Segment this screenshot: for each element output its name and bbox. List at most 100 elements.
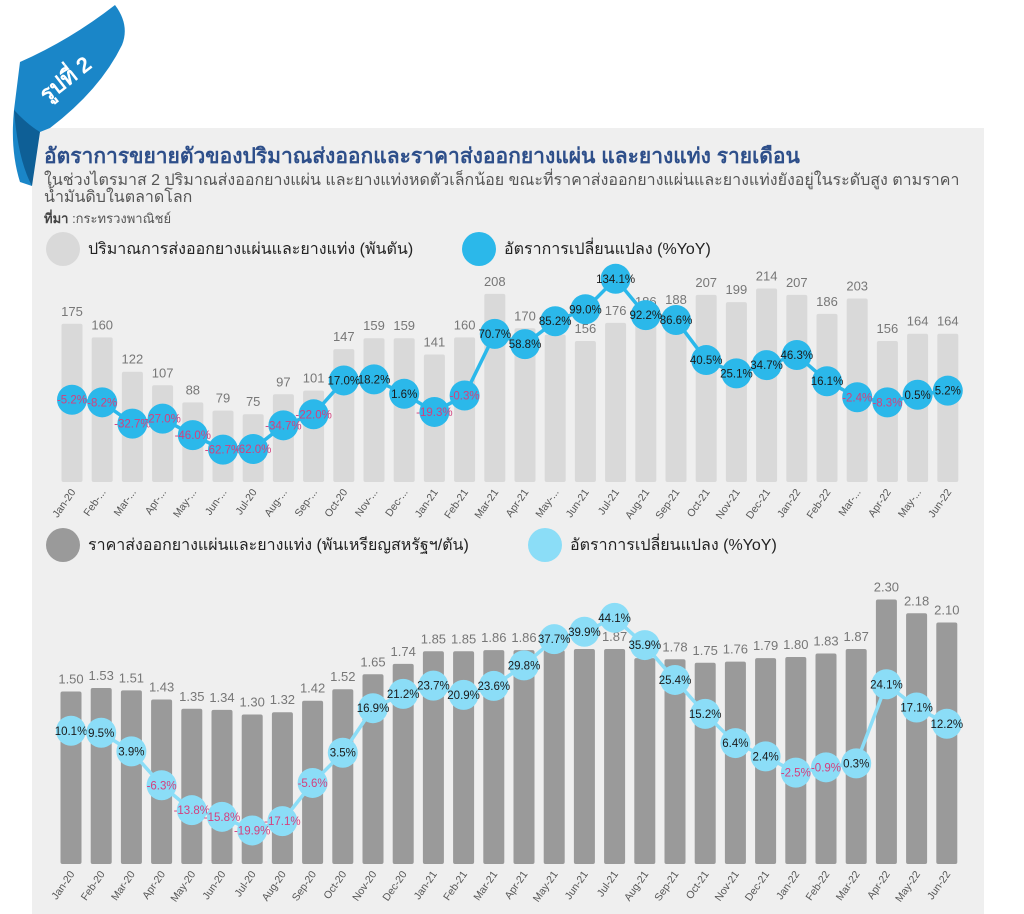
x-tick-label: Oct-20 — [321, 869, 349, 902]
growth-marker-Jun-21 — [569, 616, 600, 647]
growth-label: -6.3% — [147, 780, 177, 792]
bar-value-label: 1.85 — [421, 631, 446, 646]
x-tick-label: Jan-20 — [49, 869, 77, 902]
growth-marker-Dec-20 — [388, 678, 419, 709]
growth-label: 16.1% — [811, 376, 844, 388]
bar-Sep-21 — [665, 312, 687, 482]
growth-marker-Apr-20 — [147, 403, 178, 434]
growth-marker-Jun-22 — [932, 375, 963, 406]
growth-marker-Apr-22 — [872, 387, 903, 418]
legend-lightblue-circle-icon — [528, 528, 562, 562]
x-tick-label: Mar-20 — [109, 869, 138, 903]
legend-price: ราคาส่งออกยางแผ่นและยางแท่ง (พันเหรียญสห… — [46, 528, 469, 562]
bar-value-label: 1.83 — [813, 634, 838, 649]
growth-label: 34.7% — [750, 360, 783, 372]
x-tick-label: Aug-20 — [260, 869, 289, 904]
growth-label: 39.9% — [568, 627, 601, 639]
growth-label: 16.9% — [357, 703, 390, 715]
growth-label: -0.9% — [811, 762, 841, 774]
legend-price-label: ราคาส่งออกยางแผ่นและยางแท่ง (พันเหรียญสห… — [88, 536, 469, 554]
growth-marker-Nov-21 — [721, 358, 752, 389]
bar-value-label: 122 — [122, 352, 144, 367]
bar-value-label: 1.86 — [481, 630, 506, 645]
bar-value-label: 2.18 — [904, 593, 929, 608]
legend-blue-circle-icon — [462, 232, 496, 266]
bar-Nov-21 — [725, 302, 747, 482]
bar-value-label: 1.34 — [209, 690, 234, 705]
growth-marker-Mar-21 — [478, 670, 509, 701]
growth-marker-Feb-21 — [449, 380, 480, 411]
bar-value-label: 1.75 — [693, 643, 718, 658]
bar-value-label: 1.79 — [753, 638, 778, 653]
bar-value-label: 147 — [333, 329, 355, 344]
growth-label: 92.2% — [629, 310, 662, 322]
growth-label: 40.5% — [690, 355, 723, 367]
bar-value-label: 1.42 — [300, 681, 325, 696]
legend-volume-growth-label: อัตราการเปลี่ยนแปลง (%YoY) — [504, 240, 711, 258]
growth-label: 25.4% — [659, 675, 692, 687]
growth-label: 58.8% — [509, 339, 542, 351]
bar-May-21 — [544, 334, 566, 482]
bar-Oct-21 — [695, 294, 717, 482]
growth-marker-Dec-21 — [750, 741, 781, 772]
growth-label: 18.2% — [358, 374, 391, 386]
growth-label: 10.1% — [55, 726, 88, 738]
bar-value-label: 199 — [726, 282, 748, 297]
bar-value-label: 1.43 — [149, 680, 174, 695]
growth-label: 70.7% — [478, 329, 511, 341]
bar-value-label: 207 — [786, 275, 808, 290]
x-tick-label: Mar-21 — [471, 869, 500, 903]
bar-value-label: 107 — [152, 365, 174, 380]
growth-marker-Feb-22 — [812, 366, 842, 397]
growth-label: 23.6% — [477, 681, 510, 693]
growth-label: 29.8% — [508, 660, 541, 672]
growth-marker-May-20 — [177, 420, 208, 451]
bar-Jul-21 — [605, 322, 627, 482]
bar-value-label: 1.85 — [451, 631, 476, 646]
bar-value-label: 156 — [877, 321, 899, 336]
bar-Dec-20 — [392, 663, 414, 864]
growth-marker-Aug-21 — [630, 300, 661, 331]
bar-value-label: 175 — [61, 304, 83, 319]
growth-marker-Nov-20 — [358, 693, 388, 724]
bar-Oct-21 — [694, 662, 716, 864]
bar-value-label: 214 — [756, 269, 778, 284]
growth-label: 86.6% — [660, 315, 693, 327]
bar-value-label: 1.87 — [602, 629, 627, 644]
bar-value-label: 160 — [454, 317, 476, 332]
bar-Jun-22 — [936, 622, 958, 864]
growth-marker-Jun-20 — [207, 801, 237, 832]
bar-Nov-21 — [724, 661, 746, 864]
x-tick-label: May-22 — [893, 869, 923, 905]
bar-Apr-21 — [513, 650, 535, 864]
growth-marker-Jan-20 — [57, 384, 87, 415]
growth-marker-Jan-22 — [781, 340, 812, 371]
bar-value-label: 207 — [695, 275, 717, 290]
growth-label: 21.2% — [387, 689, 420, 701]
growth-marker-Jul-20 — [237, 815, 268, 846]
bar-May-20 — [181, 708, 203, 864]
bar-value-label: 1.65 — [360, 654, 385, 669]
source-text: :กระทรวงพาณิชย์ — [68, 211, 172, 226]
growth-marker-Aug-20 — [268, 410, 299, 441]
x-tick-label: Dec-20 — [380, 869, 409, 904]
bar-value-label: 208 — [484, 274, 506, 289]
bar-value-label: 170 — [514, 308, 536, 323]
legend-gray-circle-icon — [46, 232, 80, 266]
growth-marker-Apr-21 — [509, 650, 539, 681]
bar-value-label: 2.30 — [874, 580, 899, 595]
ribbon-shape — [12, 5, 125, 186]
growth-marker-Aug-20 — [267, 806, 298, 837]
x-tick-label: Jun-21 — [563, 869, 591, 902]
bar-Jun-20 — [211, 709, 233, 864]
source-note: ที่มา :กระทรวงพาณิชย์ — [44, 208, 171, 229]
figure-ribbon: รูปที่ 2 — [12, 5, 125, 186]
growth-label: -8.2% — [87, 397, 117, 409]
growth-marker-Jan-20 — [56, 715, 86, 746]
bar-Feb-20 — [90, 688, 112, 864]
growth-label: 15.2% — [689, 709, 722, 721]
x-tick-label: Sep-20 — [290, 869, 319, 904]
bar-value-label: 159 — [363, 318, 385, 333]
x-tick-label: Jan-22 — [774, 869, 802, 902]
bar-value-label: 188 — [665, 292, 687, 307]
